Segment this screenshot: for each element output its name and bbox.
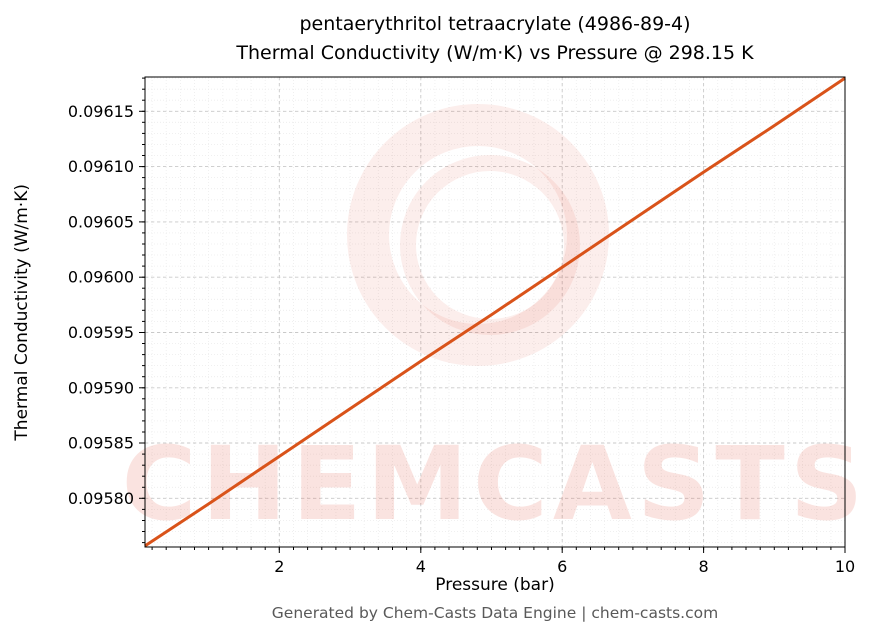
svg-text:2: 2 bbox=[274, 557, 284, 576]
plot-area: CHEMCASTS 2 4 6 8 10 0.09580 0.09585 0.09590 0.09… bbox=[0, 67, 870, 579]
svg-text:4: 4 bbox=[416, 557, 426, 576]
chart-subtitle: Thermal Conductivity (W/m·K) vs Pressure… bbox=[236, 41, 754, 64]
chart-title-block: pentaerythritol tetraacrylate (4986-89-4… bbox=[0, 0, 870, 67]
svg-text:0.09605: 0.09605 bbox=[68, 212, 134, 231]
x-axis-label: Pressure (bar) bbox=[435, 575, 555, 595]
x-tick-labels: 2 4 6 8 10 bbox=[274, 557, 855, 576]
svg-text:0.09595: 0.09595 bbox=[68, 323, 134, 342]
watermark-logo-ring-icon bbox=[347, 104, 609, 366]
tick-marks bbox=[139, 77, 846, 553]
svg-text:0.09580: 0.09580 bbox=[68, 489, 134, 508]
svg-text:6: 6 bbox=[557, 557, 567, 576]
svg-text:0.09615: 0.09615 bbox=[68, 102, 134, 121]
svg-text:10: 10 bbox=[835, 557, 855, 576]
chart-title: pentaerythritol tetraacrylate (4986-89-4… bbox=[299, 13, 691, 35]
watermark-text: CHEMCASTS bbox=[122, 425, 869, 544]
svg-text:0.09590: 0.09590 bbox=[68, 378, 134, 397]
svg-text:8: 8 bbox=[699, 557, 709, 576]
y-tick-labels: 0.09580 0.09585 0.09590 0.09595 0.09600 0.096… bbox=[68, 102, 134, 508]
data-line bbox=[144, 76, 846, 548]
svg-text:0.09585: 0.09585 bbox=[68, 434, 134, 453]
plot-border bbox=[144, 76, 846, 548]
svg-text:0.09600: 0.09600 bbox=[68, 268, 134, 287]
svg-text:0.09610: 0.09610 bbox=[68, 157, 134, 176]
footer-attribution: Generated by Chem-Casts Data Engine | ch… bbox=[271, 604, 719, 622]
watermark: CHEMCASTS bbox=[122, 104, 869, 544]
watermark-logo-inner-ring-icon bbox=[400, 155, 580, 335]
